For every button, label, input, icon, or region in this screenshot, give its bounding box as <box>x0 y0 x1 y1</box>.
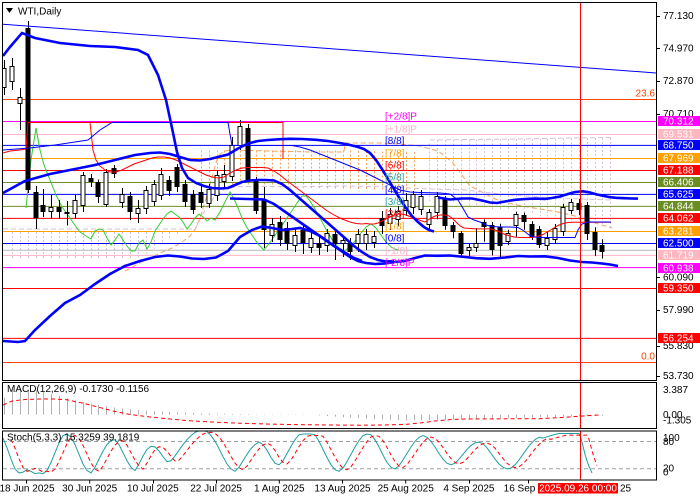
svg-text:1 Aug 2025: 1 Aug 2025 <box>254 484 305 495</box>
svg-text:[7/8]: [7/8] <box>385 148 405 159</box>
svg-text:100: 100 <box>663 433 680 444</box>
svg-text:66.406: 66.406 <box>663 178 694 189</box>
svg-text:64.844: 64.844 <box>663 202 694 213</box>
svg-text:[-1/8]: [-1/8] <box>385 246 408 257</box>
svg-text:3.387: 3.387 <box>663 385 688 396</box>
svg-text:67.188: 67.188 <box>663 166 694 177</box>
svg-text:[1/8]: [1/8] <box>385 222 405 233</box>
svg-text:61.719: 61.719 <box>663 251 694 262</box>
svg-text:59.350: 59.350 <box>663 284 694 295</box>
svg-text:-1.305: -1.305 <box>663 416 692 427</box>
svg-text:4 Sep 2025: 4 Sep 2025 <box>443 484 495 495</box>
svg-text:[-2/8]P: [-2/8]P <box>385 258 415 269</box>
svg-text:0.0: 0.0 <box>641 351 655 362</box>
svg-text:22 Jul 2025: 22 Jul 2025 <box>190 484 242 495</box>
svg-text:56.254: 56.254 <box>663 334 694 345</box>
svg-text:2025.09.26 00:00: 2025.09.26 00:00 <box>539 484 617 495</box>
svg-text:[6/8]: [6/8] <box>385 161 405 172</box>
svg-text:[4/8]: [4/8] <box>385 185 405 196</box>
svg-text:60.090: 60.090 <box>663 273 694 284</box>
svg-text:69.531: 69.531 <box>663 130 694 141</box>
svg-text:72.870: 72.870 <box>663 76 694 87</box>
svg-text:[2/8]: [2/8] <box>385 209 405 220</box>
svg-text:70.312: 70.312 <box>663 117 694 128</box>
svg-text:80: 80 <box>663 437 675 448</box>
svg-text:53.730: 53.730 <box>663 371 694 382</box>
svg-text:[+1/8]P: [+1/8]P <box>385 124 417 135</box>
svg-text:[+2/8]P: [+2/8]P <box>385 112 417 123</box>
svg-text:70.710: 70.710 <box>663 109 694 120</box>
svg-text:62.500: 62.500 <box>663 239 694 250</box>
svg-text:[8/8]: [8/8] <box>385 136 405 147</box>
svg-text:57.990: 57.990 <box>663 305 694 316</box>
svg-text:18 Jun 2025: 18 Jun 2025 <box>0 484 55 495</box>
svg-text:25: 25 <box>620 484 632 495</box>
svg-text:[3/8]: [3/8] <box>385 197 405 208</box>
svg-text:WTI,Daily: WTI,Daily <box>18 7 61 18</box>
svg-text:[5/8]: [5/8] <box>385 173 405 184</box>
svg-text:10 Jul 2025: 10 Jul 2025 <box>127 484 179 495</box>
svg-text:20: 20 <box>663 464 675 475</box>
svg-text:65.625: 65.625 <box>663 190 694 201</box>
svg-text:77.130: 77.130 <box>663 11 694 22</box>
svg-text:68.750: 68.750 <box>663 141 694 152</box>
svg-text:63.281: 63.281 <box>663 227 694 238</box>
svg-text:13 Aug 2025: 13 Aug 2025 <box>314 484 371 495</box>
svg-text:23.6: 23.6 <box>636 89 656 100</box>
svg-text:67.969: 67.969 <box>663 154 694 165</box>
svg-text:25 Aug 2025: 25 Aug 2025 <box>378 484 435 495</box>
svg-text:16 Sep 2025: 16 Sep 2025 <box>504 484 561 495</box>
svg-text:74.970: 74.970 <box>663 44 694 55</box>
svg-text:[0/8]: [0/8] <box>385 234 405 245</box>
svg-text:64.062: 64.062 <box>663 214 694 225</box>
svg-text:0: 0 <box>663 468 669 479</box>
svg-text:55.830: 55.830 <box>663 341 694 352</box>
svg-text:30 Jun 2025: 30 Jun 2025 <box>62 484 117 495</box>
svg-text:0.00: 0.00 <box>663 410 683 421</box>
svg-text:MACD(12,26,9) -0.1730 -0.1156: MACD(12,26,9) -0.1730 -0.1156 <box>7 384 150 395</box>
svg-text:Stoch(5,3,3) 15.3259 39.1819: Stoch(5,3,3) 15.3259 39.1819 <box>7 433 140 444</box>
svg-text:60.938: 60.938 <box>663 264 694 275</box>
